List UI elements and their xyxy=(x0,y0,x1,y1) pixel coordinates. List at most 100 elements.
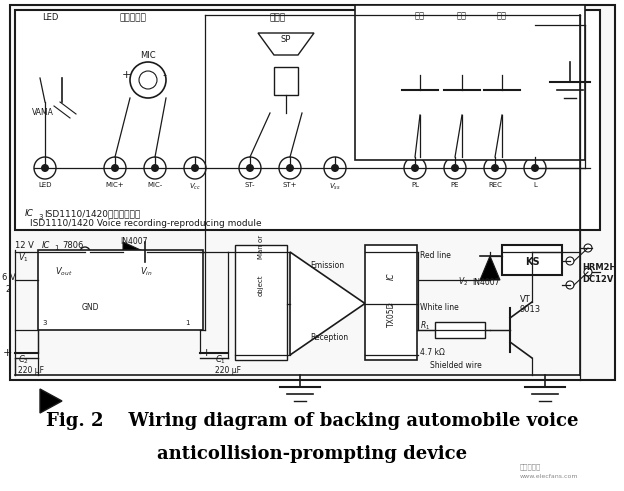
Circle shape xyxy=(151,164,159,172)
Circle shape xyxy=(130,62,166,98)
Text: +: + xyxy=(3,348,12,358)
Text: HRM2H: HRM2H xyxy=(582,263,617,272)
Text: $V_{cc}$: $V_{cc}$ xyxy=(189,182,201,192)
Text: 220 μF: 220 μF xyxy=(18,366,44,375)
Circle shape xyxy=(411,164,419,172)
Bar xyxy=(435,322,485,338)
Bar xyxy=(406,35,434,75)
Circle shape xyxy=(239,157,261,179)
Polygon shape xyxy=(290,252,365,355)
Text: LED: LED xyxy=(42,13,59,22)
Text: 电子发烧友: 电子发烧友 xyxy=(520,463,541,469)
Text: TX05D: TX05D xyxy=(386,301,396,327)
Text: IC: IC xyxy=(25,209,34,218)
Text: 1: 1 xyxy=(185,320,190,326)
Text: PE: PE xyxy=(451,182,459,188)
Text: PL: PL xyxy=(411,182,419,188)
Text: ISD1110/1420语音录放模块: ISD1110/1420语音录放模块 xyxy=(44,209,140,218)
Circle shape xyxy=(184,157,206,179)
Text: ST+: ST+ xyxy=(283,182,297,188)
Text: MIC+: MIC+ xyxy=(105,182,124,188)
Circle shape xyxy=(331,164,339,172)
Bar xyxy=(10,5,615,380)
Text: 1: 1 xyxy=(54,245,59,251)
Text: 扬声器: 扬声器 xyxy=(270,13,286,22)
Text: +: + xyxy=(202,348,212,358)
Text: 6 V: 6 V xyxy=(2,273,16,282)
Text: White line: White line xyxy=(420,303,459,312)
Circle shape xyxy=(144,157,166,179)
Circle shape xyxy=(531,164,539,172)
Circle shape xyxy=(404,157,426,179)
Polygon shape xyxy=(258,33,314,55)
Text: 9013: 9013 xyxy=(520,305,541,314)
Circle shape xyxy=(41,164,49,172)
Text: Fig. 2    Wiring diagram of backing automobile voice: Fig. 2 Wiring diagram of backing automob… xyxy=(46,412,578,430)
Text: 放音: 放音 xyxy=(415,11,425,20)
Text: IC: IC xyxy=(386,273,396,280)
Bar xyxy=(502,245,562,275)
Circle shape xyxy=(104,157,126,179)
Polygon shape xyxy=(40,389,62,413)
Circle shape xyxy=(191,164,199,172)
Text: Red line: Red line xyxy=(420,251,451,260)
Bar xyxy=(365,245,417,360)
Text: LED: LED xyxy=(38,182,52,188)
Circle shape xyxy=(451,164,459,172)
Text: -: - xyxy=(162,70,166,80)
Text: $V_2$: $V_2$ xyxy=(458,276,468,289)
Text: GND: GND xyxy=(81,303,99,312)
Text: 12 V: 12 V xyxy=(15,241,34,250)
Bar xyxy=(235,245,287,360)
Polygon shape xyxy=(123,242,145,262)
Text: REC: REC xyxy=(488,182,502,188)
Text: 220 μF: 220 μF xyxy=(215,366,241,375)
Circle shape xyxy=(584,244,592,252)
Text: $R_1$: $R_1$ xyxy=(420,319,430,331)
Text: Emission: Emission xyxy=(310,261,344,270)
Circle shape xyxy=(524,157,546,179)
Text: VT: VT xyxy=(520,295,531,304)
Text: 录音: 录音 xyxy=(497,11,507,20)
Text: object: object xyxy=(258,274,264,296)
Text: Shielded wire: Shielded wire xyxy=(430,361,482,370)
Circle shape xyxy=(584,268,592,276)
Text: MIC-: MIC- xyxy=(147,182,163,188)
Text: 3: 3 xyxy=(42,320,47,326)
Text: L: L xyxy=(533,182,537,188)
Text: $C_1$: $C_1$ xyxy=(215,354,226,366)
Polygon shape xyxy=(480,256,500,280)
Text: ST-: ST- xyxy=(245,182,255,188)
Circle shape xyxy=(484,157,506,179)
Circle shape xyxy=(80,247,90,257)
Text: Reception: Reception xyxy=(310,333,348,342)
Text: ISD1110/1420 Voice recording-reproducing module: ISD1110/1420 Voice recording-reproducing… xyxy=(30,219,261,228)
Circle shape xyxy=(279,157,301,179)
Text: MIC: MIC xyxy=(140,51,156,60)
Circle shape xyxy=(444,157,466,179)
Text: $C_2$: $C_2$ xyxy=(18,354,29,366)
Text: $V_{in}$: $V_{in}$ xyxy=(140,266,153,278)
Text: $V_{ss}$: $V_{ss}$ xyxy=(329,182,341,192)
Bar xyxy=(448,35,476,75)
Text: 3: 3 xyxy=(38,214,42,220)
Text: $V_1$: $V_1$ xyxy=(18,251,29,264)
Text: 放音: 放音 xyxy=(457,11,467,20)
Circle shape xyxy=(491,164,499,172)
Text: 驻极体话筒: 驻极体话筒 xyxy=(120,13,147,22)
Bar xyxy=(38,250,203,330)
Text: www.elecfans.com: www.elecfans.com xyxy=(520,474,578,479)
Circle shape xyxy=(246,164,254,172)
Text: VAMA: VAMA xyxy=(32,108,54,117)
Text: Man or: Man or xyxy=(258,235,264,259)
Text: 7806: 7806 xyxy=(62,241,84,250)
Circle shape xyxy=(139,71,157,89)
Text: 2: 2 xyxy=(5,285,10,294)
Text: SP: SP xyxy=(281,35,291,44)
Text: 2: 2 xyxy=(389,302,394,306)
Text: anticollision-prompting device: anticollision-prompting device xyxy=(157,445,467,463)
Bar xyxy=(15,10,600,230)
Circle shape xyxy=(34,157,56,179)
Text: 4.7 kΩ: 4.7 kΩ xyxy=(420,348,445,357)
Bar xyxy=(274,67,298,95)
